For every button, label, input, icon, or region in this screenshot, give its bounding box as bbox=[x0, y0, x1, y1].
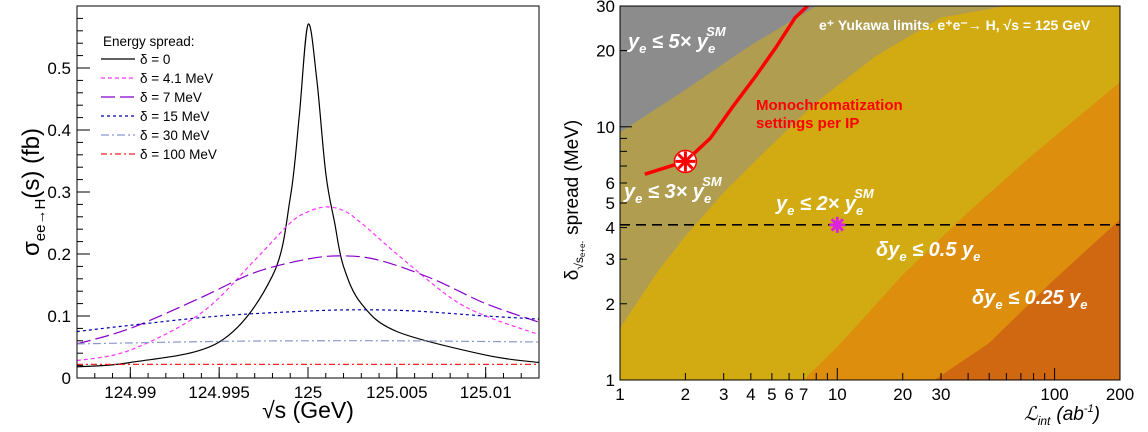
right-y-tick-label-6: 10 bbox=[596, 118, 615, 137]
legend-title: Energy spread: bbox=[103, 34, 195, 49]
magenta-asterisk-marker bbox=[829, 216, 846, 233]
left-x-tick-label-0: 124.99 bbox=[104, 383, 156, 402]
monochromatization-label-line1: Monochromatization bbox=[756, 97, 903, 114]
legend-label-3: δ = 15 MeV bbox=[140, 109, 209, 124]
left-x-tick-label-3: 125.005 bbox=[366, 383, 427, 402]
left-y-tick-label-5: 0.5 bbox=[47, 59, 71, 78]
legend-label-2: δ = 7 MeV bbox=[140, 90, 202, 105]
legend-label-4: δ = 30 MeV bbox=[140, 128, 209, 143]
right-x-tick-label-4: 5 bbox=[767, 385, 776, 404]
right-chart-title: e⁺ Yukawa limits. e⁺e⁻→ H, √s = 125 GeV bbox=[819, 17, 1091, 33]
right-heatmap-group bbox=[620, 6, 1120, 380]
right-x-tick-label-9: 30 bbox=[932, 385, 951, 404]
right-x-tick-label-10: 100 bbox=[1040, 385, 1068, 404]
left-series-group bbox=[77, 23, 539, 368]
region-label-0.5-ye: δye ≤ 0.5 ye bbox=[876, 239, 980, 264]
right-x-tick-label-5: 6 bbox=[784, 385, 793, 404]
left-legend: Energy spread: δ = 0 δ = 4.1 MeV δ = 7 MeV… bbox=[101, 34, 217, 162]
left-y-tick-label-0: 0 bbox=[62, 369, 71, 388]
series-line-2 bbox=[77, 255, 539, 345]
legend-label-1: δ = 4.1 MeV bbox=[140, 71, 213, 86]
region-label-2x-sm: ye ≤ 2× yeSM bbox=[775, 186, 875, 218]
right-y-tick-label-0: 1 bbox=[606, 371, 615, 390]
legend-label-0: δ = 0 bbox=[140, 52, 170, 67]
right-y-axis-title: δ√se+e-spread (MeV) bbox=[562, 120, 587, 281]
right-y-tick-label-7: 20 bbox=[596, 42, 615, 61]
legend-label-5: δ = 100 MeV bbox=[140, 147, 217, 162]
right-x-tick-label-6: 7 bbox=[799, 385, 808, 404]
right-y-tick-label-2: 3 bbox=[606, 250, 615, 269]
right-y-tick-label-1: 2 bbox=[606, 295, 615, 314]
right-x-tick-label-0: 1 bbox=[615, 385, 624, 404]
region-label-3x-sm: ye ≤ 3× yeSM bbox=[623, 174, 723, 206]
region-label-5x-sm: ye ≤ 5× yeSM bbox=[627, 24, 727, 56]
right-x-tick-label-11: 200 bbox=[1106, 385, 1134, 404]
right-y-tick-label-4: 5 bbox=[606, 194, 615, 213]
right-x-tick-label-1: 2 bbox=[681, 385, 690, 404]
left-y-axis-title: σee→H(s) (fb) bbox=[18, 128, 49, 256]
left-x-tick-label-2: 125 bbox=[294, 383, 322, 402]
right-plot-frame bbox=[619, 5, 1121, 381]
series-line-4 bbox=[77, 340, 539, 345]
left-x-axis-title: √s (GeV) bbox=[262, 397, 354, 423]
monochromatization-label-line2: settings per IP bbox=[756, 115, 859, 132]
region-label-0.25-ye: δye ≤ 0.25 ye bbox=[972, 287, 1088, 312]
red-star-marker bbox=[673, 149, 698, 174]
left-x-tick-label-1: 124.995 bbox=[188, 383, 249, 402]
region-4 bbox=[934, 219, 1120, 380]
right-y-tick-label-8: 30 bbox=[596, 0, 615, 16]
right-x-axis-title: ℒint (ab-1) bbox=[1024, 403, 1100, 428]
left-x-tick-label-4: 125.01 bbox=[460, 383, 512, 402]
right-x-tick-label-2: 3 bbox=[719, 385, 728, 404]
markers-group bbox=[673, 149, 846, 233]
left-y-tick-label-4: 0.4 bbox=[47, 121, 71, 140]
series-line-1 bbox=[77, 206, 539, 362]
series-line-3 bbox=[77, 309, 539, 333]
right-x-tick-label-7: 10 bbox=[828, 385, 847, 404]
left-y-tick-label-2: 0.2 bbox=[47, 245, 71, 264]
right-y-tick-label-5: 6 bbox=[606, 174, 615, 193]
right-y-tick-label-3: 4 bbox=[606, 219, 615, 238]
right-x-tick-label-3: 4 bbox=[746, 385, 755, 404]
left-axis-ticks: 124.99 124.995 125 125.005 125.01 0 0.1 0.2 0.3 0… bbox=[47, 5, 540, 402]
series-line-0 bbox=[77, 23, 539, 368]
left-y-tick-label-3: 0.3 bbox=[47, 183, 71, 202]
left-y-tick-label-1: 0.1 bbox=[47, 307, 71, 326]
right-x-tick-label-8: 20 bbox=[893, 385, 912, 404]
left-chart: 124.99 124.995 125 125.005 125.01 0 0.1 0.2 0.3 0… bbox=[18, 5, 540, 423]
